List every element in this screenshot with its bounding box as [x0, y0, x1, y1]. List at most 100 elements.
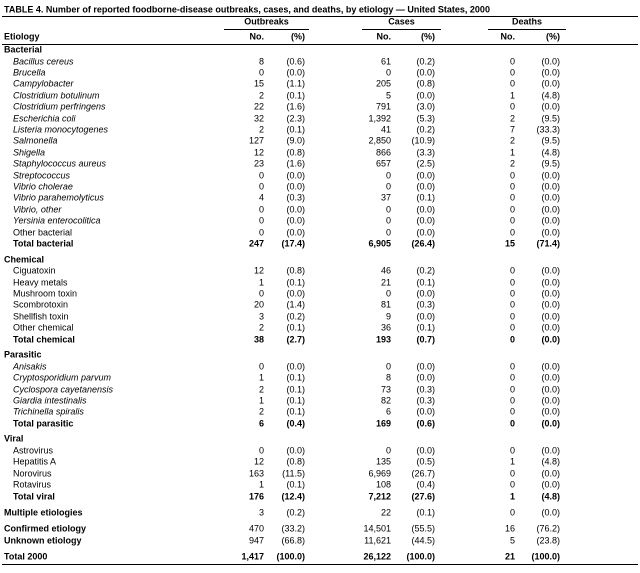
row-cell: 2 [258, 406, 264, 417]
row-cell: 6,969 [368, 468, 391, 479]
row-cell: 0 [258, 67, 264, 78]
summary-row-cell: 0 [509, 507, 515, 518]
summary-row-label: Confirmed etiology [4, 523, 87, 534]
row-cell: (0.0) [541, 372, 560, 383]
row-cell: (0.0) [416, 204, 435, 215]
row-cell: (0.0) [541, 288, 560, 299]
row-cell: (0.0) [541, 395, 560, 406]
row-label: Other chemical [13, 322, 74, 333]
row-label: Mushroom toxin [13, 288, 78, 299]
row-cell: (1.4) [286, 299, 305, 310]
summary-row-cell: 3 [258, 507, 264, 518]
row-label: Giardia intestinalis [13, 395, 87, 406]
row-cell: 0 [509, 277, 515, 288]
row-cell: 46 [380, 265, 391, 276]
row-cell: (5.3) [416, 113, 435, 124]
row-cell: (9.5) [541, 113, 560, 124]
row-cell: 0 [258, 227, 264, 238]
grand-total-row-cell: (100.0) [276, 551, 305, 562]
total-row-label: Total chemical [13, 334, 75, 345]
row-cell: (0.0) [416, 445, 435, 456]
section-title: Viral [4, 433, 24, 444]
row-cell: (0.0) [541, 361, 560, 372]
row-cell: 0 [385, 288, 391, 299]
row-cell: 0 [509, 265, 515, 276]
row-cell: (0.0) [541, 277, 560, 288]
total-row-cell: (2.7) [286, 334, 305, 345]
row-cell: 36 [380, 322, 391, 333]
row-cell: 0 [509, 67, 515, 78]
row-cell: 0 [385, 227, 391, 238]
row-cell: 9 [385, 311, 391, 322]
row-cell: 0 [385, 445, 391, 456]
row-cell: 205 [375, 78, 391, 89]
row-cell: 2 [258, 384, 264, 395]
row-cell: (0.0) [416, 227, 435, 238]
row-cell: (0.8) [286, 456, 305, 467]
row-cell: (0.0) [541, 445, 560, 456]
row-cell: 0 [509, 406, 515, 417]
summary-row-label: Multiple etiologies [4, 507, 83, 518]
row-cell: (0.3) [416, 395, 435, 406]
summary-row-cell: (66.8) [281, 535, 305, 546]
row-cell: 1 [258, 479, 264, 490]
row-cell: 0 [509, 299, 515, 310]
row-cell: (0.0) [286, 215, 305, 226]
row-cell: 23 [253, 158, 264, 169]
row-cell: 0 [509, 204, 515, 215]
row-cell: 0 [258, 288, 264, 299]
row-cell: (0.2) [416, 124, 435, 135]
total-row-cell: (0.7) [416, 334, 435, 345]
row-cell: 866 [375, 147, 391, 158]
section-title: Parasitic [4, 349, 42, 360]
section-title: Chemical [4, 254, 45, 265]
row-cell: (0.2) [416, 56, 435, 67]
row-cell: (0.0) [541, 311, 560, 322]
row-cell: 20 [253, 299, 264, 310]
row-cell: (9.5) [541, 135, 560, 146]
row-cell: 2 [509, 158, 515, 169]
summary-row-cell: (76.2) [536, 523, 560, 534]
total-row-label: Total parasitic [13, 418, 74, 429]
total-row-cell: (71.4) [536, 238, 560, 249]
row-cell: 12 [253, 456, 264, 467]
row-cell: (0.0) [286, 170, 305, 181]
row-cell: (0.1) [286, 90, 305, 101]
row-label: Shellfish toxin [13, 311, 69, 322]
summary-row-cell: (33.2) [281, 523, 305, 534]
row-cell: (0.4) [416, 479, 435, 490]
row-label: Salmonella [13, 135, 58, 146]
row-cell: 2 [258, 124, 264, 135]
row-cell: 15 [253, 78, 264, 89]
row-cell: 0 [509, 445, 515, 456]
row-cell: 12 [253, 147, 264, 158]
summary-row-cell: (55.5) [411, 523, 435, 534]
total-row-cell: (27.6) [411, 491, 435, 502]
summary-row-cell: (0.1) [416, 507, 435, 518]
row-cell: (0.3) [416, 384, 435, 395]
group-rule [362, 29, 441, 30]
row-cell: (0.0) [541, 101, 560, 112]
row-cell: (0.8) [286, 147, 305, 158]
row-label: Other bacterial [13, 227, 73, 238]
column-header: Etiology [4, 31, 40, 42]
row-cell: 6 [385, 406, 391, 417]
row-cell: (0.1) [416, 192, 435, 203]
total-row-cell: 193 [375, 334, 391, 345]
row-cell: (0.5) [416, 456, 435, 467]
total-row-cell: 38 [253, 334, 264, 345]
row-cell: 4 [258, 192, 264, 203]
group-rule [224, 29, 309, 30]
total-row-cell: 247 [248, 238, 264, 249]
row-label: Anisakis [13, 361, 47, 372]
row-cell: 135 [375, 456, 391, 467]
total-row-cell: (26.4) [411, 238, 435, 249]
row-cell: 1,392 [368, 113, 391, 124]
row-cell: (0.0) [286, 361, 305, 372]
row-cell: (0.0) [286, 181, 305, 192]
row-label: Vibrio parahemolyticus [13, 192, 104, 203]
row-label: Cyclospora cayetanensis [13, 384, 114, 395]
row-cell: (1.6) [286, 101, 305, 112]
grand-total-row-cell: 26,122 [363, 551, 391, 562]
row-cell: (0.0) [541, 406, 560, 417]
